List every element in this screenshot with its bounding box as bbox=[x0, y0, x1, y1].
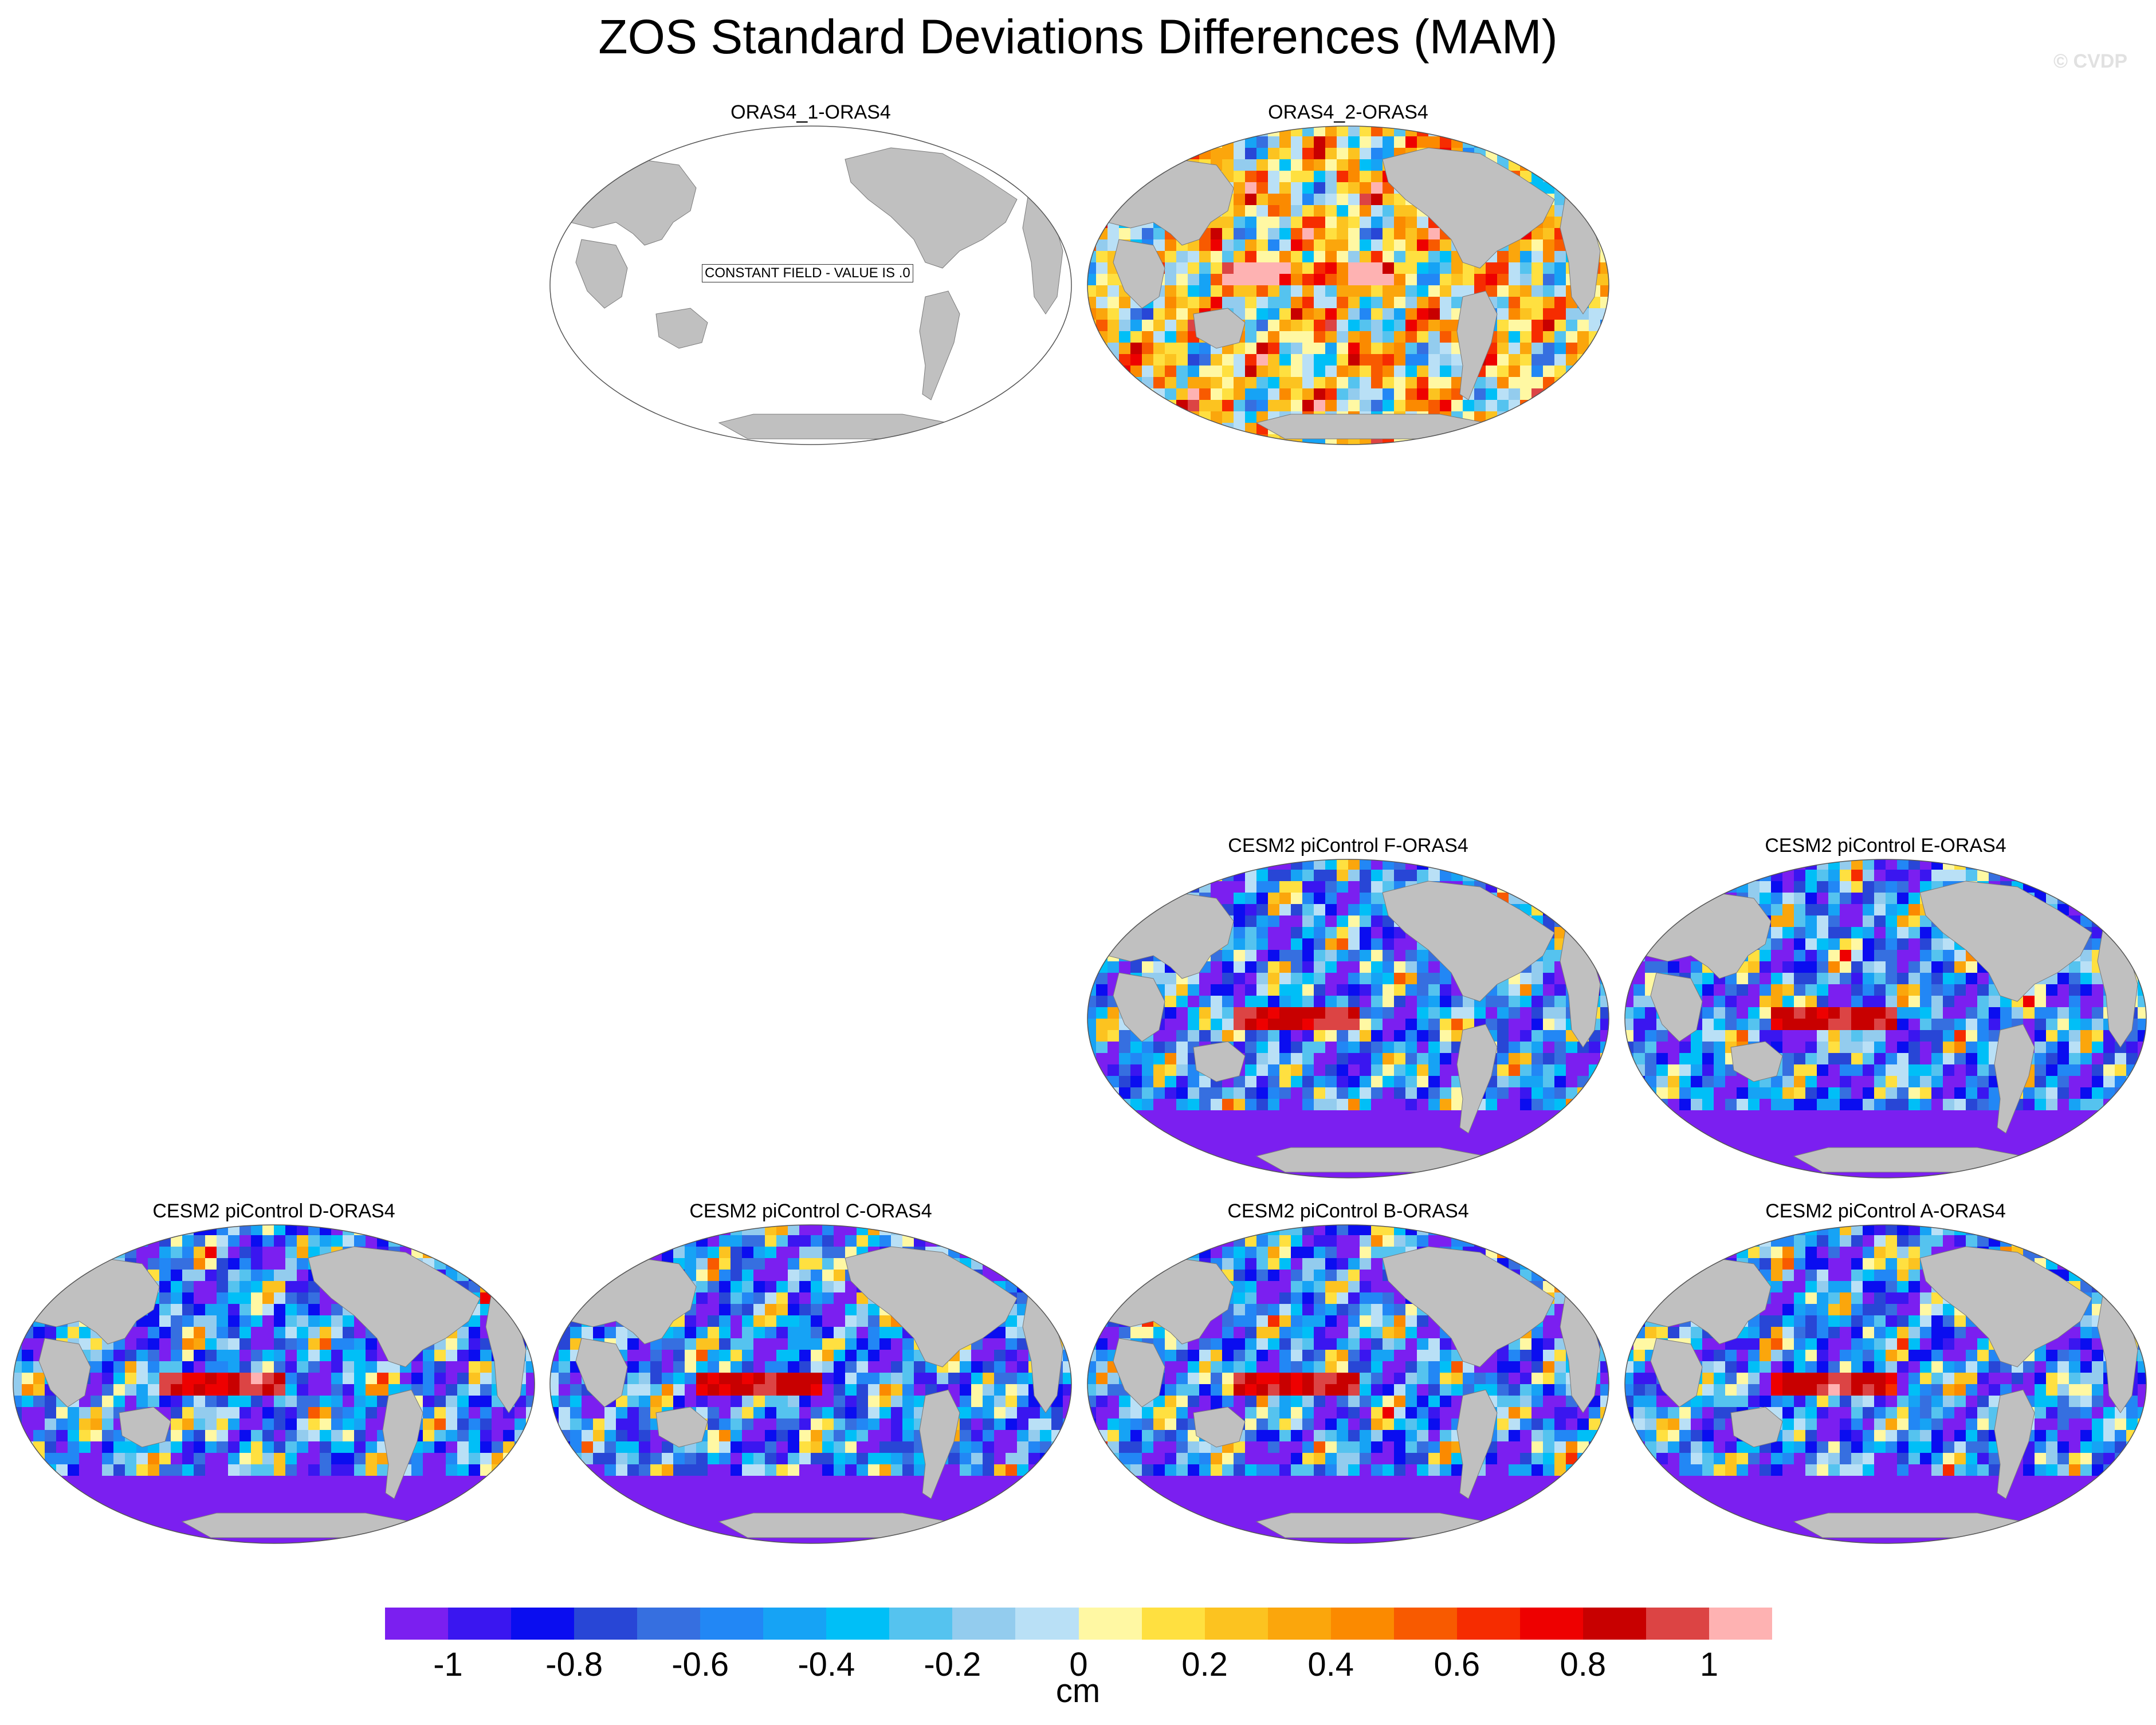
colorbar-cell bbox=[1204, 1608, 1268, 1640]
map-panel-oras4-1: ORAS4_1-ORAS4 CONSTANT FIELD - VALUE IS … bbox=[547, 101, 1074, 445]
world-map bbox=[1087, 125, 1609, 445]
colorbar-cell bbox=[952, 1608, 1016, 1640]
world-map bbox=[549, 125, 1072, 445]
world-map bbox=[13, 1224, 535, 1544]
colorbar-tick-labels: -1 -0.8 -0.6 -0.4 -0.2 0 0.2 0.4 0.6 0.8 1 bbox=[0, 1645, 2156, 1685]
colorbar-tick-label: -1 bbox=[433, 1646, 463, 1683]
colorbar-cell bbox=[385, 1608, 449, 1640]
panel-title: CESM2 piControl A-ORAS4 bbox=[1765, 1200, 2006, 1222]
map-panel-cesm2-e: CESM2 piControl E-ORAS4 bbox=[1622, 834, 2149, 1178]
colorbar-tick-label: 0.2 bbox=[1181, 1646, 1228, 1683]
colorbar-cell bbox=[1582, 1608, 1646, 1640]
watermark: © CVDP bbox=[2053, 50, 2127, 72]
colorbar-cell bbox=[448, 1608, 512, 1640]
colorbar-cell bbox=[826, 1608, 890, 1640]
colorbar-tick-label: 0.6 bbox=[1434, 1646, 1480, 1683]
colorbar-cell bbox=[700, 1608, 764, 1640]
colorbar-cell bbox=[1646, 1608, 1709, 1640]
panel-title: CESM2 piControl C-ORAS4 bbox=[689, 1200, 932, 1222]
world-map bbox=[1624, 859, 2147, 1178]
colorbar-tick-label: -0.2 bbox=[924, 1646, 981, 1683]
colorbar-tick-label: 0 bbox=[1069, 1646, 1088, 1683]
colorbar-cell bbox=[637, 1608, 701, 1640]
panel-title: CESM2 piControl B-ORAS4 bbox=[1227, 1200, 1469, 1222]
colorbar-tick-label: -0.4 bbox=[798, 1646, 855, 1683]
map-panel-cesm2-d: CESM2 piControl D-ORAS4 bbox=[10, 1200, 537, 1544]
panel-title: CESM2 piControl F-ORAS4 bbox=[1228, 835, 1468, 856]
colorbar-cell bbox=[889, 1608, 953, 1640]
map-panel-cesm2-f: CESM2 piControl F-ORAS4 bbox=[1085, 834, 1612, 1178]
colorbar-tick-label: 1 bbox=[1699, 1646, 1719, 1683]
colorbar-tick-label: -0.6 bbox=[671, 1646, 729, 1683]
colorbar-cell bbox=[1078, 1608, 1142, 1640]
colorbar-cell bbox=[1330, 1608, 1394, 1640]
panel-title: ORAS4_2-ORAS4 bbox=[1268, 101, 1428, 123]
colorbar-cell bbox=[574, 1608, 638, 1640]
colorbar-cell bbox=[1393, 1608, 1457, 1640]
colorbar-tick-label: -0.8 bbox=[545, 1646, 603, 1683]
colorbar-cell bbox=[1015, 1608, 1079, 1640]
figure-title: ZOS Standard Deviations Differences (MAM… bbox=[598, 10, 1558, 64]
colorbar-cell bbox=[1709, 1608, 1773, 1640]
world-map bbox=[1087, 859, 1609, 1178]
map-panel-cesm2-a: CESM2 piControl A-ORAS4 bbox=[1622, 1200, 2149, 1544]
panel-title: CESM2 piControl E-ORAS4 bbox=[1765, 835, 2006, 856]
panel-title: CESM2 piControl D-ORAS4 bbox=[152, 1200, 395, 1222]
colorbar-tick-label: 0.4 bbox=[1307, 1646, 1354, 1683]
map-panel-cesm2-c: CESM2 piControl C-ORAS4 bbox=[547, 1200, 1074, 1544]
world-map bbox=[549, 1224, 1072, 1544]
colorbar-cell bbox=[763, 1608, 827, 1640]
map-panel-oras4-2: ORAS4_2-ORAS4 bbox=[1085, 101, 1612, 445]
colorbar-units: cm bbox=[1055, 1672, 1101, 1710]
colorbar-cell bbox=[1456, 1608, 1520, 1640]
panel-title: ORAS4_1-ORAS4 bbox=[731, 101, 891, 123]
constant-field-label: CONSTANT FIELD - VALUE IS .0 bbox=[702, 264, 913, 282]
colorbar-cell bbox=[1141, 1608, 1205, 1640]
colorbar bbox=[385, 1608, 1773, 1640]
colorbar-tick-label: 0.8 bbox=[1560, 1646, 1607, 1683]
map-panel-cesm2-b: CESM2 piControl B-ORAS4 bbox=[1085, 1200, 1612, 1544]
world-map bbox=[1087, 1224, 1609, 1544]
colorbar-cell bbox=[511, 1608, 575, 1640]
colorbar-cell bbox=[1519, 1608, 1583, 1640]
world-map bbox=[1624, 1224, 2147, 1544]
colorbar-cell bbox=[1267, 1608, 1331, 1640]
